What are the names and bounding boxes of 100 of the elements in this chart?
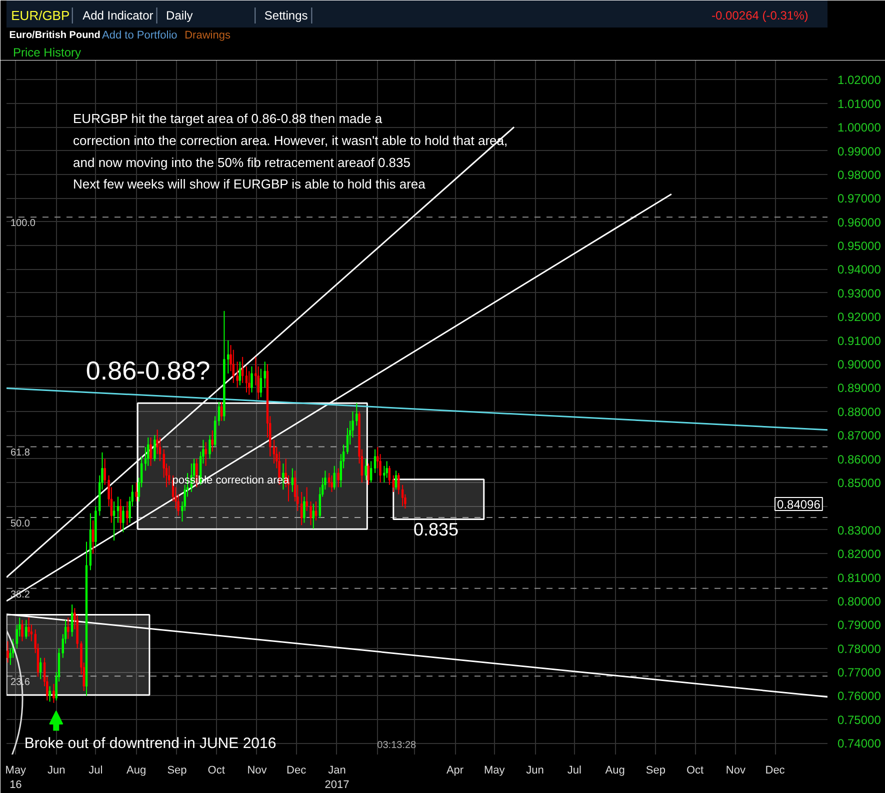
candlestick bbox=[248, 370, 250, 396]
y-tick-label: 0.85000 bbox=[838, 476, 882, 490]
x-tick-label: Oct bbox=[686, 764, 704, 776]
x-tick-label: Jul bbox=[88, 764, 103, 776]
candlestick bbox=[92, 520, 94, 554]
text: Add Indicator bbox=[82, 8, 154, 22]
candlestick bbox=[330, 474, 333, 492]
candlestick bbox=[356, 402, 358, 426]
candlestick bbox=[236, 361, 238, 388]
text: Daily bbox=[166, 8, 193, 22]
candlestick bbox=[300, 491, 303, 526]
candlestick bbox=[168, 465, 170, 486]
text: Price History bbox=[12, 46, 82, 60]
annotation: 03:13:28 bbox=[377, 740, 417, 752]
candlestick bbox=[126, 500, 128, 526]
y-tick-label: 0.97000 bbox=[838, 192, 882, 206]
candlestick bbox=[238, 361, 242, 386]
candlestick bbox=[25, 619, 28, 640]
x-tick-label: Nov bbox=[247, 764, 268, 776]
y-tick-label: 1.01000 bbox=[838, 96, 882, 111]
y-tick-label: 1.00000 bbox=[838, 120, 882, 135]
candlestick bbox=[398, 472, 400, 495]
x-tick-label: Jul bbox=[567, 764, 582, 776]
candlestick bbox=[220, 401, 223, 422]
x-tick-label: Sep bbox=[167, 764, 187, 776]
candlestick bbox=[245, 366, 248, 393]
y-tick-label: 0.89000 bbox=[838, 381, 882, 396]
y-tick-label: 0.94000 bbox=[838, 262, 882, 277]
annotation: Broke out of downtrend in JUNE 2016 bbox=[24, 735, 276, 752]
y-tick-label: 0.96000 bbox=[838, 215, 882, 230]
y-tick-label: 0.78000 bbox=[838, 642, 882, 656]
annotation: 0.86-0.88? bbox=[86, 355, 210, 386]
candlestick bbox=[394, 470, 398, 490]
candlestick bbox=[337, 468, 340, 488]
candlestick bbox=[314, 500, 318, 521]
x-tick-label: Dec bbox=[286, 764, 307, 776]
y-tick-label: 0.99000 bbox=[838, 144, 882, 158]
x-tick-label: Dec bbox=[765, 764, 786, 776]
y-tick-label: 1.02000 bbox=[838, 73, 882, 88]
candlestick bbox=[211, 430, 214, 452]
annotation: 0.835 bbox=[414, 519, 459, 540]
x-tick-label: Oct bbox=[208, 764, 225, 776]
y-tick-label: 0.80000 bbox=[838, 594, 882, 608]
x-tick-label: Jun bbox=[526, 764, 544, 776]
y-tick-label: 0.95000 bbox=[838, 239, 882, 254]
x-tick-label: Apr bbox=[446, 764, 464, 776]
candlestick bbox=[383, 465, 386, 483]
annotation: 0.84096 bbox=[777, 498, 821, 512]
candlestick bbox=[367, 463, 370, 486]
x-tick-label: Aug bbox=[126, 764, 146, 776]
candlestick bbox=[364, 458, 367, 481]
y-tick-label: 0.93000 bbox=[838, 286, 882, 300]
candlestick bbox=[154, 434, 156, 462]
y-tick-label: 0.76000 bbox=[838, 689, 882, 704]
candlestick bbox=[208, 434, 211, 460]
y-tick-label: 0.98000 bbox=[838, 168, 882, 182]
annotation: 50.0 bbox=[10, 518, 30, 530]
y-tick-label: 0.79000 bbox=[838, 618, 882, 632]
y-tick-label: 0.75000 bbox=[838, 712, 882, 727]
candlestick bbox=[291, 468, 294, 492]
candlestick bbox=[312, 503, 314, 530]
candlestick bbox=[303, 496, 306, 524]
y-tick-label: 0.92000 bbox=[838, 310, 882, 324]
candlestick bbox=[250, 366, 253, 393]
candlestick bbox=[388, 465, 391, 486]
chart-title: EUR/GBP bbox=[11, 8, 70, 23]
candlestick bbox=[135, 482, 138, 502]
y-tick-label: 0.74000 bbox=[838, 736, 882, 751]
text: -0.00264 (-0.31%) bbox=[712, 8, 808, 22]
candlestick bbox=[6, 640, 9, 664]
y-tick-label: 0.90000 bbox=[838, 358, 882, 372]
candlestick bbox=[147, 436, 150, 466]
candlestick bbox=[241, 356, 244, 384]
x-tick-label: Nov bbox=[726, 764, 746, 776]
y-tick-label: 0.87000 bbox=[838, 428, 882, 443]
candlestick bbox=[310, 500, 312, 526]
x-tick-label: May 16 bbox=[5, 764, 27, 791]
candlestick bbox=[218, 401, 220, 426]
y-tick-label: 0.83000 bbox=[838, 523, 882, 538]
candlestick bbox=[21, 619, 24, 642]
y-tick-label: 0.77000 bbox=[838, 666, 882, 680]
x-tick-label: Sep bbox=[646, 764, 666, 776]
candlestick bbox=[52, 683, 55, 704]
x-tick-label: Aug bbox=[605, 764, 625, 776]
chart-subtitle: Euro/British Pound bbox=[9, 30, 100, 41]
annotation: 100.0 bbox=[10, 218, 36, 230]
candlestick bbox=[67, 617, 70, 640]
x-tick-label: Jan 2017 bbox=[324, 764, 350, 791]
candlestick bbox=[328, 472, 330, 488]
candlestick bbox=[70, 604, 74, 638]
x-tick-label: May bbox=[484, 764, 506, 776]
candlestick bbox=[112, 500, 116, 542]
candlestick bbox=[28, 617, 30, 638]
candlestick bbox=[333, 465, 336, 490]
candlestick bbox=[204, 442, 207, 466]
y-tick-label: 0.91000 bbox=[838, 334, 882, 348]
candlestick bbox=[260, 368, 262, 398]
candlestick bbox=[386, 460, 388, 478]
candlestick bbox=[232, 349, 234, 384]
annotation: 61.8 bbox=[10, 448, 30, 459]
